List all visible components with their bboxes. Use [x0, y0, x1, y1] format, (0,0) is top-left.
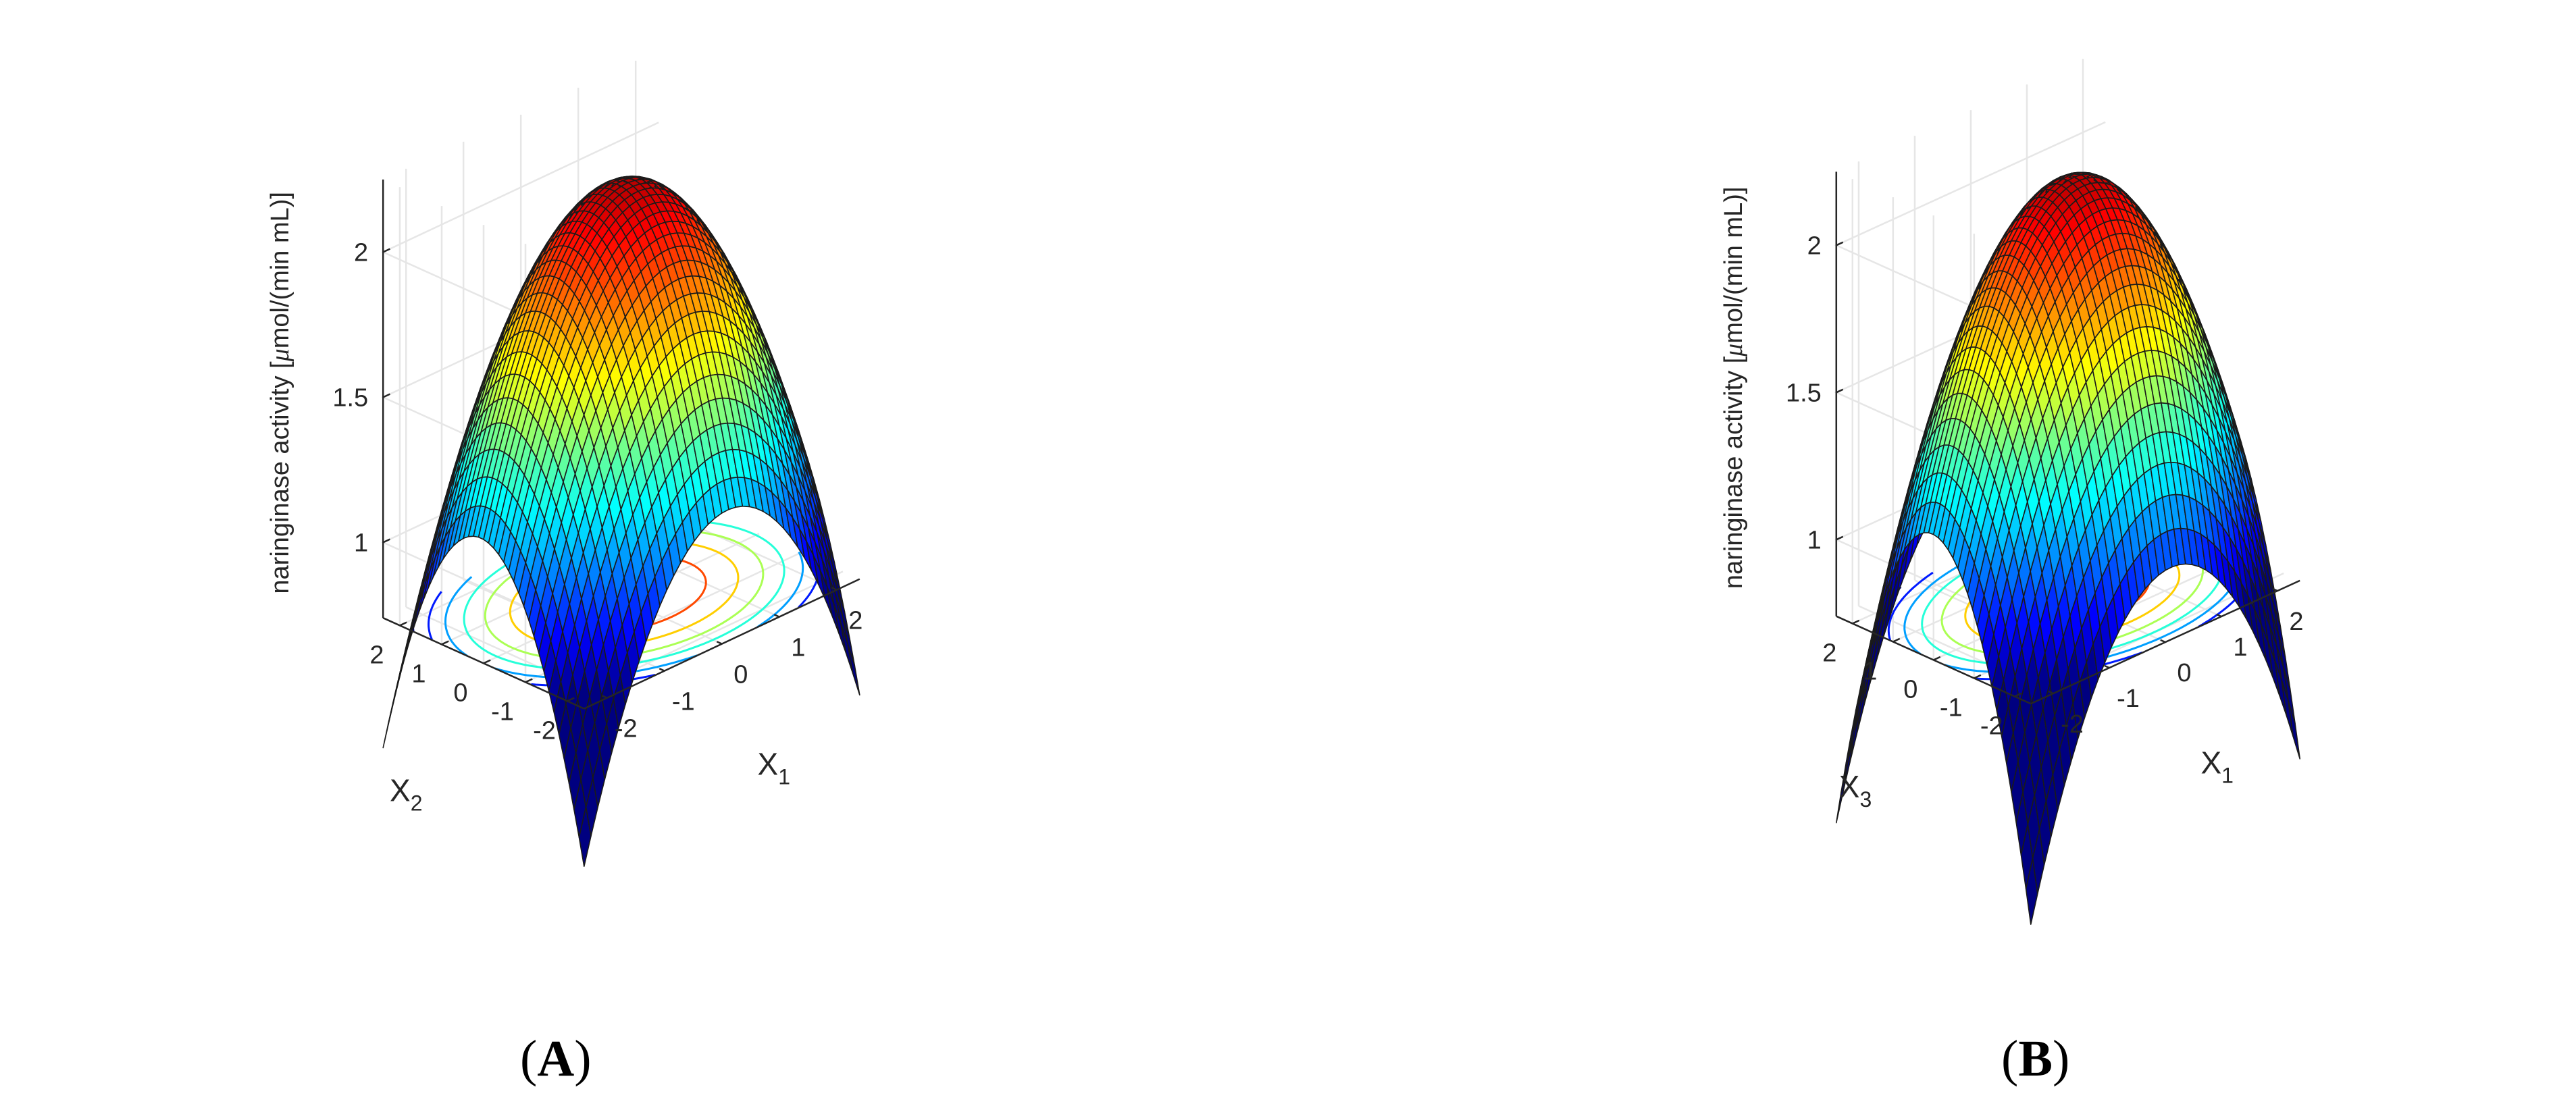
z-tick-label: 1.5: [1786, 379, 1822, 407]
y-axis-label: X2: [390, 772, 422, 815]
y-tick: [525, 678, 533, 683]
x-tick-label: 1: [2233, 633, 2247, 662]
x-tick: [2048, 690, 2054, 695]
axes-lines: [1835, 171, 2300, 705]
z-tick-label: 1: [354, 529, 368, 557]
x-tick: [659, 668, 665, 672]
x-tick-label: -1: [672, 688, 695, 716]
z-tick-label: 1.5: [332, 384, 368, 412]
y-tick-label: 1: [411, 660, 426, 688]
x-tick: [831, 587, 838, 591]
y-tick: [1933, 656, 1941, 661]
x-tick-label: 0: [2177, 659, 2191, 687]
x-tick-label: 2: [2289, 608, 2303, 636]
x-axis-label: X1: [2200, 745, 2233, 787]
z-tick: [1836, 241, 1844, 246]
x-tick-label: -2: [2061, 710, 2084, 739]
x-tick-label: 1: [791, 634, 805, 662]
y-tick-label: 1: [1863, 657, 1877, 685]
y-tick-label: -2: [1980, 712, 2003, 740]
x-tick: [2216, 613, 2222, 618]
x-tick-label: 2: [848, 607, 862, 635]
panel-label-b: (B): [2001, 1030, 2070, 1087]
z-tick-label: 2: [354, 238, 368, 267]
surface-cell: [2288, 700, 2300, 760]
y-tick-label: 2: [369, 641, 384, 669]
z-axis-label: naringinase activity [μmol/(min mL)]: [266, 192, 294, 594]
x-tick-label: -1: [2117, 685, 2140, 713]
y-axis-label: X3: [1839, 769, 1872, 812]
x-tick: [601, 695, 608, 699]
x-tick: [716, 641, 723, 645]
y-tick: [483, 659, 491, 664]
z-tick-label: 2: [1807, 232, 1822, 260]
y-tick: [2014, 692, 2022, 697]
response-surface: [1836, 171, 2300, 925]
y-tick-label: 2: [1822, 639, 1836, 667]
y-tick-label: 0: [1903, 675, 1917, 704]
x-axis-label: X1: [758, 747, 790, 789]
z-tick: [382, 248, 390, 253]
response-surface: [382, 176, 860, 867]
y-tick-label: -2: [533, 716, 556, 745]
x-tick: [773, 614, 780, 618]
x-tick-label: 0: [733, 661, 748, 689]
x-tick: [2160, 639, 2166, 643]
y-tick: [1974, 674, 1982, 679]
y-tick-label: -1: [491, 697, 514, 726]
z-tick-label: 1: [1807, 526, 1822, 554]
panel-label-a: (A): [520, 1030, 592, 1087]
x-tick-label: -2: [615, 715, 638, 743]
z-axis-label: naringinase activity [μmol/(min mL)]: [1720, 186, 1748, 589]
y-tick: [1852, 619, 1860, 625]
z-tick: [382, 538, 390, 544]
z-tick: [382, 393, 390, 398]
y-tick: [1892, 637, 1901, 643]
y-tick-label: 0: [453, 679, 467, 707]
x-tick: [2272, 587, 2278, 592]
z-tick: [1836, 388, 1844, 394]
y-tick: [399, 621, 407, 627]
y-tick: [441, 640, 449, 645]
x-tick: [2104, 664, 2110, 669]
axes-lines: [382, 179, 860, 710]
surface-cell: [847, 643, 860, 696]
y-tick: [567, 697, 575, 702]
z-tick: [1836, 535, 1844, 541]
y-tick-label: -1: [1940, 693, 1963, 722]
